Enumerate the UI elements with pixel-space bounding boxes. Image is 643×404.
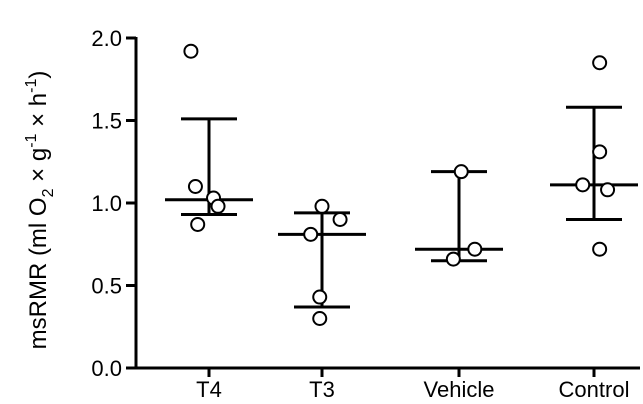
- data-point: [453, 164, 469, 180]
- y-tick-label: 1.0: [91, 191, 122, 216]
- x-axis: T4 T3 Vehicle Control: [134, 366, 640, 402]
- y-tick-label: 1.5: [91, 109, 122, 134]
- data-point: [187, 179, 203, 194]
- x-tick-label: T4: [196, 377, 222, 402]
- x-tick-label: T3: [309, 377, 335, 402]
- data-point: [600, 182, 616, 198]
- y-tick-label: 2.0: [91, 26, 122, 51]
- group-t3: [278, 198, 366, 326]
- group-t4: [165, 43, 253, 232]
- data-point: [592, 144, 608, 160]
- plot-area: [165, 43, 638, 326]
- y-tick-label: 0.5: [91, 274, 122, 299]
- x-tick-label: Vehicle: [424, 377, 495, 402]
- data-point: [312, 289, 328, 305]
- x-tick-label: Control: [559, 377, 630, 402]
- data-point: [312, 311, 328, 326]
- y-axis: 0.0 0.5 1.0 1.5 2.0: [91, 26, 138, 381]
- y-axis-title: msRMR (ml O2 × g-1 × h-1): [23, 71, 57, 350]
- data-point: [575, 177, 591, 193]
- data-point: [314, 198, 330, 214]
- data-point: [190, 216, 206, 232]
- data-point: [303, 226, 319, 242]
- data-point: [445, 251, 461, 267]
- group-control: [550, 55, 638, 257]
- data-point: [210, 198, 226, 214]
- data-point: [592, 55, 608, 71]
- data-point: [467, 241, 483, 257]
- data-point: [183, 43, 199, 59]
- group-vehicle: [415, 164, 503, 267]
- data-point: [332, 212, 348, 227]
- data-point: [592, 241, 608, 257]
- y-tick-label: 0.0: [91, 356, 122, 381]
